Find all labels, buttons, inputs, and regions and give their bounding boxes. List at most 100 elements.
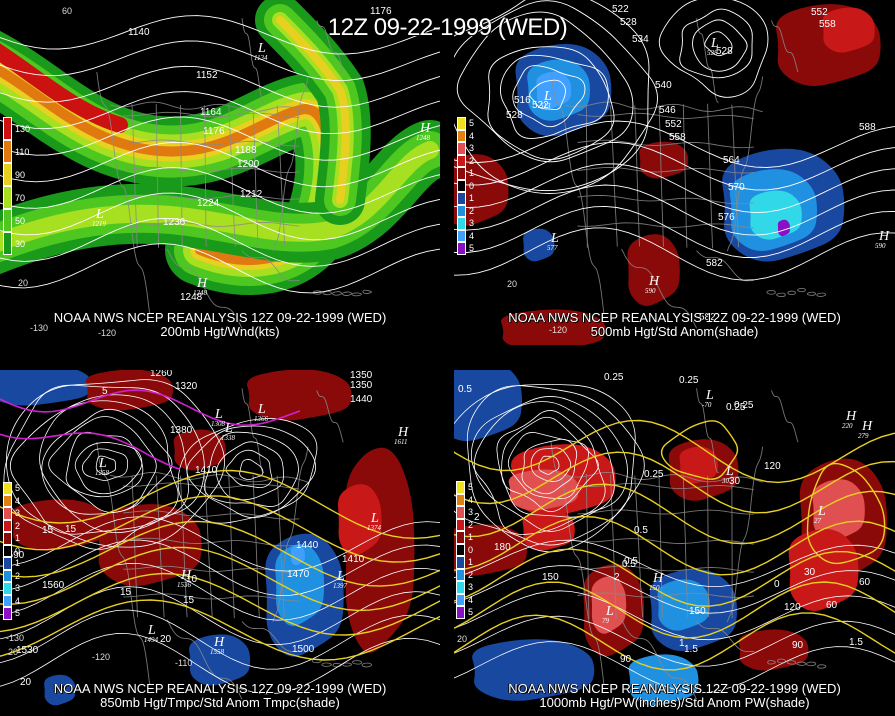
axis-label: 60 [62,6,72,16]
legend-swatch [456,568,465,581]
anomaly-area [189,634,251,686]
contour-label: 0 [774,579,780,590]
legend-swatch [3,209,12,232]
contour-label: 0.25 [604,372,624,383]
center-value: 1397 [333,582,348,590]
height-contours [454,539,895,694]
axis-label: -130 [30,323,48,333]
legend-swatch [456,518,465,531]
legend-swatch [457,142,466,155]
legend-swatch [3,569,12,582]
panel-caption: NOAA NWS NCEP REANALYSIS 12Z 09-22-1999 … [454,311,895,339]
legend-swatch [457,154,466,167]
contour-label: 120 [784,602,801,613]
center-value: 27 [814,517,822,525]
contour-label: 522 [532,100,549,111]
legend-swatch [3,163,12,186]
map-panel-p1: 1140 1152 1164 1176 1188 1200 1212 1224 1236 1248… [0,0,440,345]
center-letter: L [224,421,233,436]
contour-label: 15 [42,525,54,536]
legend-swatch [3,186,12,209]
legend-label: 5 [15,608,21,619]
legend-label: 90 [15,169,26,180]
center-letter: H [878,229,890,244]
legend-swatch [456,606,465,619]
legend-swatch [457,167,466,180]
center-letter: L [257,41,266,56]
contour-label: 0.25 [644,469,664,480]
contour-label: 1236 [163,217,186,228]
legend-label: 0 [468,544,474,555]
contour-label: 15 [65,524,77,535]
caption-source: NOAA NWS NCEP REANALYSIS 12Z 09-22-1999 … [508,310,841,325]
contour-label: 1188 [235,145,257,156]
legend-label: 1 [15,558,21,569]
legend-swatch [3,140,12,163]
legend-label: 1 [15,533,21,544]
contour-label: 1470 [287,569,310,580]
pw-isoline [454,548,895,607]
contour-label: 1440 [350,394,373,405]
center-value: 30 [721,477,730,485]
panel-caption: NOAA NWS NCEP REANALYSIS 12Z 09-22-1999 … [0,682,440,710]
contour-label: 30 [804,567,816,578]
center-value: 1308 [211,420,226,428]
anomaly-area [247,370,352,421]
pw-isoline [454,483,895,545]
caption-field: 850mb Hgt/Tmpc/Std Anom Tmpc(shade) [100,695,340,710]
contour-label: 1560 [42,580,65,591]
legend-label: 2 [15,570,21,581]
center-letter: H [652,571,664,586]
height-contours [0,516,440,695]
isotherm [0,546,440,612]
axis-label: 20 [18,278,28,288]
legend-label: 3 [469,218,475,229]
contour-label: 1440 [296,540,319,551]
legend-label: 0 [15,545,21,556]
pw-isoline [454,581,895,639]
contour-label: 546 [659,105,676,116]
center-letter: L [817,504,826,519]
legend-swatch [456,581,465,594]
contour-label: 528 [620,17,637,28]
pressure-center: L79 [602,604,614,625]
isotherm [0,495,440,563]
pressure-center: L27 [814,504,826,525]
center-value: 1219 [92,220,107,228]
anomaly-area [777,219,791,237]
map-panel-p4: 0.5 0.25 0.25 0.25 0.5 0.25 0.5 1 1.5 1.5 2 2 120 150… [454,370,895,716]
center-value: 1374 [367,524,382,532]
pw-isoline [454,451,895,514]
contour-label: 552 [665,119,682,130]
map-canvas: 0.50.25 0.250.250.50.250.511.51.522120150… [454,370,895,706]
pressure-center: L30 [721,464,734,485]
legend-label: 3 [15,583,21,594]
legend-label: 2 [15,520,21,531]
contour-label: 1200 [237,159,260,170]
center-value: 1494 [144,636,159,644]
legend-swatch [3,582,12,595]
legend-label: 4 [15,495,21,506]
legend-label: 1 [468,532,474,543]
center-letter: L [705,388,714,403]
anomaly-area [591,576,627,634]
contour-label: 60 [859,577,871,588]
center-value: 1258 [95,469,110,477]
legend-swatch [456,543,465,556]
center-letter: L [550,231,559,246]
anomaly-area [788,529,859,612]
legend-label: 5 [469,243,475,254]
contour-label: 2 [474,512,480,523]
contour-label: 15 [120,587,132,598]
isotherm [0,599,440,661]
legend-swatch [457,242,466,255]
